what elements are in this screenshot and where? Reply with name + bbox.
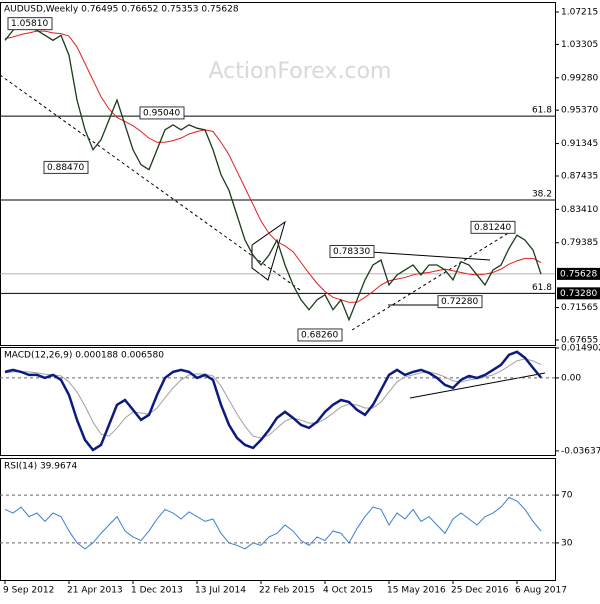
annotation-box	[329, 244, 375, 258]
price-box	[557, 287, 600, 300]
annotation-box	[437, 295, 483, 309]
y-tick-label: -0.036374	[561, 446, 600, 456]
watermark: ActionForex.com	[209, 59, 392, 84]
annotation-label: 0.78330	[333, 247, 370, 257]
y-tick-label: 0.83410	[561, 205, 598, 215]
y-tick-label: 0.014902	[561, 343, 600, 353]
price-box	[557, 267, 600, 280]
annotation-box	[7, 17, 53, 31]
y-tick-label: 0.67655	[561, 335, 598, 345]
series-line	[4, 496, 542, 550]
x-tick-label: 21 Apr 2013	[67, 586, 123, 596]
annotation-box	[139, 106, 185, 120]
y-tick-label: 0.71565	[561, 303, 598, 313]
trendline	[369, 251, 491, 261]
x-tick-label: 22 Feb 2015	[259, 586, 315, 596]
channel-line	[0, 74, 301, 291]
pattern-lines	[0, 74, 546, 399]
y-tick-label: 30	[561, 538, 573, 548]
annotation-label: 1.05810	[11, 19, 48, 29]
y-tick-label: 0.91345	[561, 139, 598, 149]
chart-title: AUDUSD,Weekly 0.76495 0.76652 0.75353 0.…	[4, 5, 239, 15]
x-tick-label: 1 Dec 2013	[131, 586, 183, 596]
series-line	[4, 358, 542, 439]
y-tick-label: 0.99280	[561, 73, 598, 83]
channel-line	[351, 231, 511, 331]
y-tick-label: 0.79385	[561, 238, 598, 248]
annotation-box	[470, 220, 516, 234]
x-tick-label: 25 Dec 2016	[451, 586, 509, 596]
annotation-label: 0.68260	[301, 330, 338, 340]
panel-frame	[0, 458, 556, 581]
y-tick-label: 0.00	[561, 373, 581, 383]
x-tick-label: 6 Aug 2017	[515, 586, 567, 596]
annotation-box	[43, 160, 89, 174]
macd-title: MACD(12,26,9) 0.000188 0.006580	[4, 351, 164, 361]
x-tick-label: 15 May 2016	[387, 586, 446, 596]
annotation-box	[297, 328, 343, 342]
macd-trendline	[409, 372, 546, 399]
series-line	[4, 30, 542, 303]
price-box-label: 0.75628	[560, 269, 597, 279]
x-tick-label: 4 Oct 2015	[323, 586, 373, 596]
price-box-label: 0.73280	[560, 289, 597, 299]
series-line	[4, 24, 542, 322]
triangle	[251, 220, 286, 281]
rsi-title: RSI(14) 39.9674	[4, 462, 77, 472]
series-line	[4, 350, 542, 452]
fib-label: 61.8	[532, 283, 552, 293]
annotation-label: 0.88470	[47, 163, 84, 173]
fib-label: 61.8	[532, 106, 552, 116]
y-tick-label: 0.87435	[561, 171, 598, 181]
panel-frame	[0, 347, 556, 456]
x-tick-label: 13 Jul 2014	[195, 586, 246, 596]
y-tick-label: 0.95370	[561, 106, 598, 116]
y-tick-label: 1.03305	[561, 40, 598, 50]
y-tick-label: 70	[561, 491, 573, 501]
annotation-label: 0.81240	[474, 223, 511, 233]
annotation-label: 0.72280	[441, 297, 478, 307]
x-tick-label: 9 Sep 2012	[3, 586, 54, 596]
annotation-label: 0.95040	[143, 108, 180, 118]
y-tick-label: 1.07215	[561, 7, 598, 17]
fib-label: 38.2	[532, 189, 552, 199]
panel-frame	[0, 2, 556, 346]
